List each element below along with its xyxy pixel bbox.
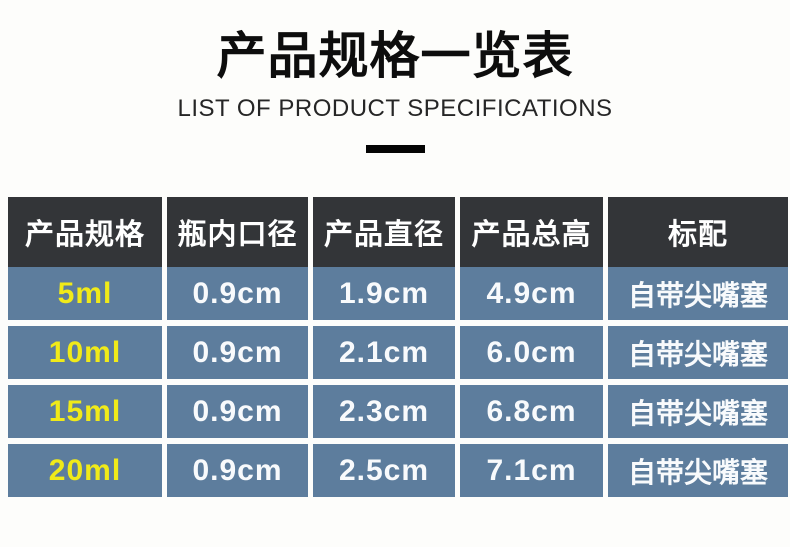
column-header-product-diameter: 产品直径	[313, 197, 455, 267]
total-height-cell: 7.1cm	[460, 444, 603, 497]
column-header-spec: 产品规格	[8, 197, 162, 267]
total-height-cell: 6.0cm	[460, 326, 603, 379]
spec-cell: 10ml	[8, 326, 162, 379]
table-row-5ml: 5ml 0.9cm 1.9cm 4.9cm 自带尖嘴塞	[8, 267, 788, 320]
column-header-total-height: 产品总高	[460, 197, 603, 267]
product-diameter-cell: 1.9cm	[313, 267, 455, 320]
page-title: 产品规格一览表	[216, 28, 574, 84]
standard-cell: 自带尖嘴塞	[608, 326, 788, 379]
standard-cell: 自带尖嘴塞	[608, 267, 788, 320]
spec-cell: 5ml	[8, 267, 162, 320]
total-height-cell: 4.9cm	[460, 267, 603, 320]
spec-cell: 20ml	[8, 444, 162, 497]
product-diameter-cell: 2.5cm	[313, 444, 455, 497]
product-diameter-cell: 2.1cm	[313, 326, 455, 379]
spec-cell: 15ml	[8, 385, 162, 438]
product-diameter-cell: 2.3cm	[313, 385, 455, 438]
inner-diameter-cell: 0.9cm	[167, 385, 308, 438]
standard-cell: 自带尖嘴塞	[608, 444, 788, 497]
column-header-standard: 标配	[608, 197, 788, 267]
column-header-inner-diameter: 瓶内口径	[167, 197, 308, 267]
spec-table: 产品规格 瓶内口径 产品直径 产品总高 标配 5ml 0.9cm 1.9cm 4…	[8, 197, 788, 497]
table-row-20ml: 20ml 0.9cm 2.5cm 7.1cm 自带尖嘴塞	[8, 444, 788, 497]
inner-diameter-cell: 0.9cm	[167, 326, 308, 379]
standard-cell: 自带尖嘴塞	[608, 385, 788, 438]
inner-diameter-cell: 0.9cm	[167, 267, 308, 320]
page-subtitle: LIST OF PRODUCT SPECIFICATIONS	[177, 95, 613, 122]
total-height-cell: 6.8cm	[460, 385, 603, 438]
title-divider-bar	[365, 145, 425, 153]
table-header-row: 产品规格 瓶内口径 产品直径 产品总高 标配	[8, 197, 788, 267]
inner-diameter-cell: 0.9cm	[167, 444, 308, 497]
table-row-15ml: 15ml 0.9cm 2.3cm 6.8cm 自带尖嘴塞	[8, 385, 788, 438]
table-row-10ml: 10ml 0.9cm 2.1cm 6.0cm 自带尖嘴塞	[8, 326, 788, 379]
